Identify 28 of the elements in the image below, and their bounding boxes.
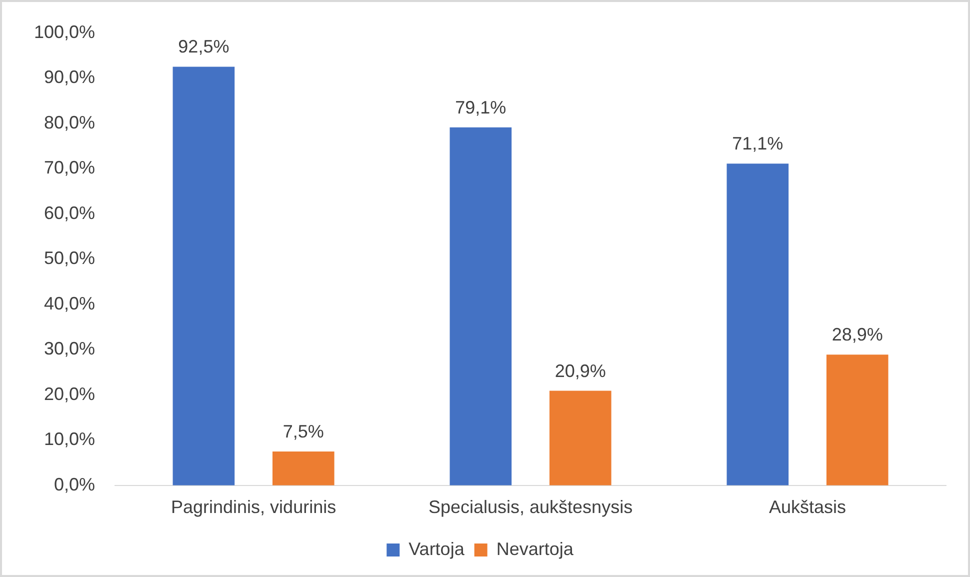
legend-label: Nevartoja bbox=[496, 538, 574, 559]
x-tick-label: Specialusis, aukštesnysis bbox=[428, 497, 633, 518]
bar bbox=[549, 390, 612, 486]
data-label: 20,9% bbox=[554, 360, 606, 381]
bar bbox=[272, 451, 334, 486]
bar bbox=[172, 66, 235, 486]
y-tick-label: 10,0% bbox=[44, 429, 96, 450]
x-tick-label: Aukštasis bbox=[768, 497, 846, 518]
y-tick-label: 50,0% bbox=[44, 248, 96, 268]
y-tick-label: 30,0% bbox=[44, 338, 96, 359]
y-tick-label: 0,0% bbox=[54, 474, 96, 494]
bar bbox=[826, 354, 888, 486]
bar bbox=[450, 127, 512, 486]
data-label: 79,1% bbox=[455, 97, 506, 118]
y-tick-label: 20,0% bbox=[44, 384, 96, 404]
data-label: 7,5% bbox=[282, 421, 324, 442]
bar bbox=[726, 164, 789, 486]
y-tick-label: 90,0% bbox=[44, 67, 96, 88]
y-tick-label: 70,0% bbox=[44, 158, 96, 178]
x-tick-label: Pagrindinis, vidurinis bbox=[171, 497, 336, 518]
legend-label: Vartoja bbox=[408, 538, 466, 559]
y-tick-label: 60,0% bbox=[44, 202, 96, 223]
data-label: 28,9% bbox=[832, 324, 883, 345]
data-label: 71,1% bbox=[732, 134, 784, 154]
data-label: 92,5% bbox=[178, 36, 230, 57]
y-tick-label: 100,0% bbox=[34, 22, 96, 42]
y-tick-label: 80,0% bbox=[44, 112, 96, 132]
y-tick-label: 40,0% bbox=[44, 293, 96, 314]
